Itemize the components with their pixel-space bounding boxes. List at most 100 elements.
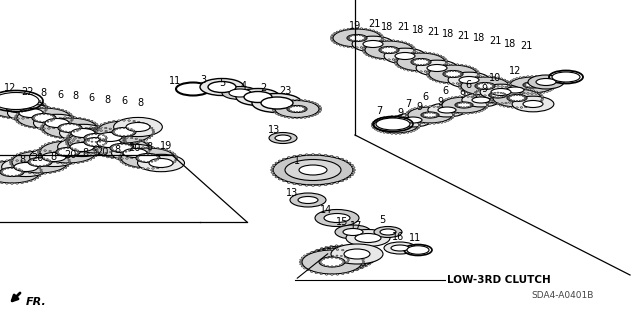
Ellipse shape	[500, 93, 502, 94]
Ellipse shape	[318, 184, 321, 186]
Ellipse shape	[40, 169, 42, 171]
Ellipse shape	[452, 70, 454, 72]
Ellipse shape	[26, 181, 28, 183]
Ellipse shape	[368, 263, 371, 265]
Ellipse shape	[406, 132, 409, 133]
Ellipse shape	[412, 63, 414, 64]
Ellipse shape	[388, 59, 390, 60]
Ellipse shape	[47, 164, 49, 165]
Ellipse shape	[464, 79, 467, 81]
Text: LOW-3RD CLUTCH: LOW-3RD CLUTCH	[447, 275, 551, 285]
Ellipse shape	[445, 63, 447, 64]
Ellipse shape	[516, 78, 518, 79]
Ellipse shape	[400, 126, 403, 127]
Ellipse shape	[497, 92, 499, 93]
Ellipse shape	[124, 139, 126, 141]
Ellipse shape	[314, 251, 316, 252]
Ellipse shape	[76, 130, 79, 131]
Ellipse shape	[429, 61, 431, 63]
Ellipse shape	[244, 92, 272, 102]
Ellipse shape	[360, 257, 363, 258]
Ellipse shape	[3, 98, 5, 100]
Ellipse shape	[109, 128, 111, 130]
Ellipse shape	[371, 124, 374, 126]
Ellipse shape	[6, 160, 8, 161]
Ellipse shape	[296, 111, 298, 113]
Ellipse shape	[116, 134, 118, 135]
Ellipse shape	[120, 143, 122, 144]
Ellipse shape	[395, 63, 397, 64]
Ellipse shape	[314, 263, 316, 265]
Ellipse shape	[13, 167, 16, 168]
Ellipse shape	[76, 125, 79, 126]
Ellipse shape	[278, 178, 282, 180]
Ellipse shape	[392, 127, 394, 128]
Ellipse shape	[43, 121, 45, 122]
Ellipse shape	[331, 257, 333, 258]
Text: 9: 9	[437, 97, 443, 107]
Ellipse shape	[459, 96, 461, 97]
Ellipse shape	[429, 106, 431, 107]
Ellipse shape	[356, 246, 359, 248]
Ellipse shape	[125, 137, 128, 138]
Text: 12: 12	[509, 66, 521, 76]
Ellipse shape	[436, 115, 438, 116]
Ellipse shape	[112, 128, 136, 137]
Ellipse shape	[90, 127, 92, 128]
Ellipse shape	[458, 103, 460, 104]
Ellipse shape	[360, 251, 362, 253]
Ellipse shape	[67, 163, 69, 164]
Ellipse shape	[157, 159, 159, 160]
Ellipse shape	[44, 111, 46, 112]
Ellipse shape	[116, 137, 118, 138]
Ellipse shape	[113, 133, 115, 134]
Ellipse shape	[284, 100, 287, 102]
Text: 20: 20	[96, 147, 108, 157]
Ellipse shape	[325, 258, 328, 259]
Ellipse shape	[424, 52, 427, 53]
Ellipse shape	[413, 130, 415, 131]
Ellipse shape	[423, 64, 425, 65]
Ellipse shape	[321, 248, 323, 249]
Ellipse shape	[346, 262, 348, 263]
Ellipse shape	[33, 114, 81, 132]
Ellipse shape	[145, 152, 148, 154]
Ellipse shape	[428, 77, 430, 78]
Ellipse shape	[74, 117, 76, 118]
Ellipse shape	[303, 255, 306, 256]
Text: 13: 13	[286, 188, 298, 198]
Ellipse shape	[70, 143, 72, 144]
Ellipse shape	[427, 64, 447, 71]
Ellipse shape	[44, 122, 47, 123]
Ellipse shape	[43, 158, 45, 159]
Ellipse shape	[16, 160, 19, 161]
Ellipse shape	[61, 109, 63, 111]
Ellipse shape	[71, 119, 74, 121]
Ellipse shape	[54, 118, 57, 120]
Ellipse shape	[516, 94, 518, 96]
Ellipse shape	[141, 140, 144, 142]
Ellipse shape	[337, 262, 339, 263]
Ellipse shape	[64, 117, 67, 118]
Ellipse shape	[105, 139, 107, 140]
Ellipse shape	[540, 100, 542, 102]
Ellipse shape	[310, 255, 312, 256]
Ellipse shape	[85, 127, 88, 129]
Ellipse shape	[60, 129, 61, 130]
Ellipse shape	[24, 109, 27, 111]
Ellipse shape	[436, 106, 439, 108]
Ellipse shape	[355, 253, 357, 255]
Ellipse shape	[412, 53, 414, 54]
Ellipse shape	[11, 157, 13, 159]
Ellipse shape	[346, 229, 390, 247]
Ellipse shape	[0, 115, 1, 117]
Ellipse shape	[493, 86, 495, 87]
Ellipse shape	[442, 56, 444, 58]
Ellipse shape	[471, 67, 474, 69]
Ellipse shape	[93, 133, 96, 134]
Ellipse shape	[106, 138, 109, 140]
Ellipse shape	[465, 65, 467, 66]
Ellipse shape	[505, 102, 508, 104]
Ellipse shape	[93, 129, 96, 131]
Ellipse shape	[383, 40, 386, 41]
